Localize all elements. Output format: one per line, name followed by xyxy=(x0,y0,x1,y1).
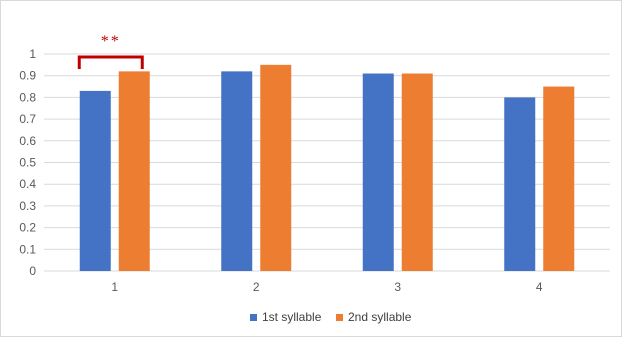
significance-annotation: ** xyxy=(77,33,144,69)
bars xyxy=(79,64,575,272)
legend: 1st syllable 2nd syllable xyxy=(250,310,412,324)
bar-series1-cat3 xyxy=(362,73,394,271)
y-tick-label: 0.7 xyxy=(19,112,36,126)
legend-label: 2nd syllable xyxy=(348,310,412,324)
y-tick-label: 0.6 xyxy=(19,134,36,148)
y-tick-label: 0.1 xyxy=(19,242,36,256)
bar-series1-cat1 xyxy=(79,90,111,271)
y-tick-label: 1 xyxy=(29,47,36,61)
significance-label: ** xyxy=(101,33,121,50)
y-tick-label: 0.5 xyxy=(19,156,36,170)
bar-series2-cat4 xyxy=(543,86,575,271)
bar-series1-cat2 xyxy=(221,71,253,271)
x-axis-ticks: 1 2 3 4 xyxy=(111,280,543,294)
x-tick-label: 4 xyxy=(536,280,543,294)
y-tick-label: 0.3 xyxy=(19,199,36,213)
x-tick-label: 3 xyxy=(394,280,401,294)
y-tick-label: 0.4 xyxy=(19,177,36,191)
legend-swatch xyxy=(250,314,257,321)
legend-label: 1st syllable xyxy=(262,310,322,324)
y-tick-label: 0.8 xyxy=(19,90,36,104)
bar-series1-cat4 xyxy=(504,97,536,272)
bar-series2-cat1 xyxy=(118,71,150,271)
y-axis-ticks: 0 0.1 0.2 0.3 0.4 0.5 0.6 0.7 0.8 0.9 1 xyxy=(19,47,36,278)
y-tick-label: 0 xyxy=(29,264,36,278)
y-tick-label: 0.2 xyxy=(19,221,36,235)
y-tick-label: 0.9 xyxy=(19,69,36,83)
bar-series2-cat2 xyxy=(260,64,292,271)
legend-swatch xyxy=(336,314,343,321)
significance-bracket xyxy=(77,55,144,69)
x-tick-label: 2 xyxy=(253,280,260,294)
bar-series2-cat3 xyxy=(401,73,433,271)
x-tick-label: 1 xyxy=(111,280,118,294)
